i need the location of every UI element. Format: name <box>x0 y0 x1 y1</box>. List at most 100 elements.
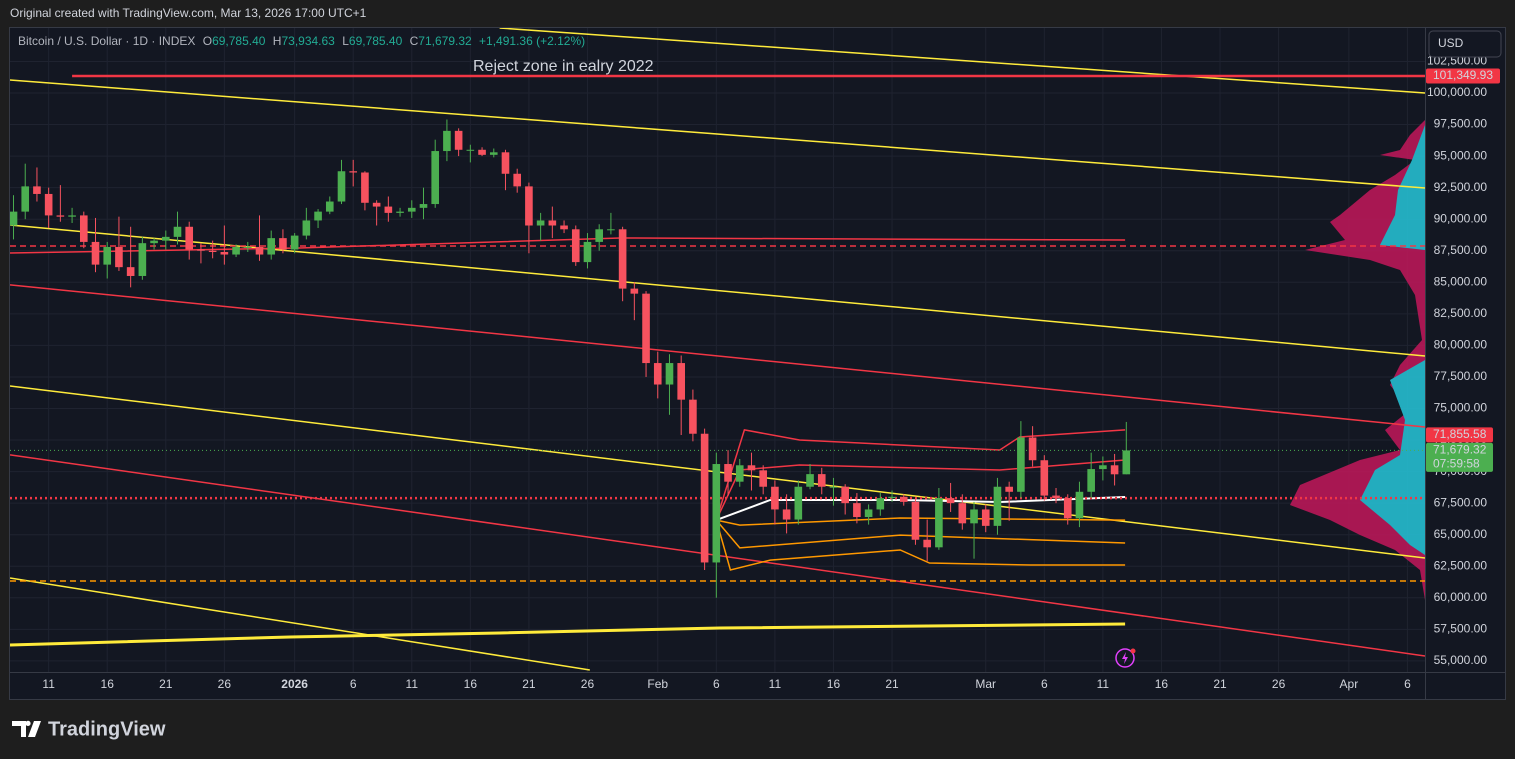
y-tick-label: 55,000.00 <box>1434 653 1488 667</box>
logo-mark <box>12 720 41 737</box>
x-tick-label: 16 <box>101 677 115 691</box>
candle-body <box>864 509 873 518</box>
candle-body <box>794 486 803 520</box>
x-tick-label: 16 <box>464 677 478 691</box>
candle-body <box>782 509 791 520</box>
candle-body <box>489 152 498 155</box>
x-tick-label: 21 <box>885 677 899 691</box>
candle-body <box>747 465 756 471</box>
candle-body <box>536 220 545 226</box>
candle-body <box>630 288 639 294</box>
x-tick-label: 16 <box>1155 677 1169 691</box>
candle-body <box>548 220 557 226</box>
candle-body <box>993 486 1002 526</box>
candle-body <box>735 465 744 482</box>
level-tag-label: 101,349.93 <box>1433 68 1493 82</box>
candle-body <box>677 363 685 400</box>
candle-body <box>79 215 88 242</box>
candle-body <box>1005 486 1013 492</box>
low-value: 69,785.40 <box>349 34 403 48</box>
overlay-line <box>10 224 1425 357</box>
candle-body <box>712 464 721 563</box>
x-tick-label: Feb <box>647 677 668 691</box>
x-tick-label: 26 <box>218 677 232 691</box>
alert-icon[interactable] <box>1115 648 1135 668</box>
candle-body <box>560 225 568 230</box>
candle-body <box>853 503 861 518</box>
candle-body <box>571 229 580 263</box>
y-tick-label: 100,000.00 <box>1427 85 1487 99</box>
annotation: Reject zone in ealry 2022 <box>473 58 654 75</box>
x-tick-label: 11 <box>406 677 419 691</box>
y-tick-label: 60,000.00 <box>1434 590 1488 604</box>
x-tick-label: 6 <box>713 677 720 691</box>
legend: Bitcoin / U.S. Dollar · 1D · INDEX O 69,7… <box>18 34 585 48</box>
candle-body <box>771 486 779 510</box>
close-key: C <box>410 34 419 48</box>
candle-body <box>607 229 615 231</box>
candle-body <box>1052 495 1060 499</box>
candle-body <box>161 236 170 241</box>
candle-body <box>302 220 311 236</box>
overlay-line <box>716 517 1126 526</box>
candle-body <box>618 229 627 289</box>
candle-body <box>1017 437 1025 492</box>
candle-body <box>384 206 393 213</box>
candle-body <box>513 173 522 187</box>
candle-body <box>314 211 322 221</box>
currency-button[interactable] <box>1428 30 1502 58</box>
x-tick-label: 11 <box>1097 677 1110 691</box>
axes: 55,000.00 57,500.00 60,000.00 62,500.00 65,0… <box>42 54 1500 691</box>
candle-body <box>279 238 287 250</box>
low-key: L <box>342 34 349 48</box>
candle-body <box>1063 498 1072 519</box>
candle-body <box>443 130 451 152</box>
candle-body <box>103 246 112 265</box>
level-tag <box>1426 68 1500 84</box>
candle-body <box>337 171 346 202</box>
open-key: O <box>203 34 212 48</box>
x-tick-label: Mar <box>975 677 996 691</box>
close-value: 71,679.32 <box>418 34 472 48</box>
y-tick-label: 92,500.00 <box>1434 180 1488 194</box>
x-tick-label: 2026 <box>281 677 308 691</box>
candle-body <box>56 215 65 217</box>
change: +1,491.36 (+2.12%) <box>479 34 585 48</box>
candle-body <box>150 240 158 244</box>
y-tick-label: 62,500.00 <box>1434 558 1488 572</box>
y-tick-label: 97,500.00 <box>1434 117 1488 131</box>
overlay-line <box>10 284 1425 428</box>
x-tick-label: 6 <box>1404 677 1411 691</box>
y-tick-label: 85,000.00 <box>1434 274 1488 288</box>
credit: Original created with TradingView.com, M… <box>10 6 367 20</box>
y-tick-label: 75,000.00 <box>1434 401 1488 415</box>
candle-body <box>653 363 662 385</box>
candle-body <box>197 249 205 251</box>
x-tick-label: 26 <box>581 677 595 691</box>
x-tick-label: 21 <box>1213 677 1227 691</box>
y-tick-label: 65,000.00 <box>1434 527 1488 541</box>
candle-body <box>759 470 767 487</box>
x-tick-label: 6 <box>1041 677 1048 691</box>
candle-body <box>970 509 978 524</box>
candle-body <box>946 498 955 504</box>
candle-body <box>138 243 147 276</box>
symbol: Bitcoin / U.S. Dollar · 1D · INDEX <box>18 34 195 48</box>
candle-body <box>829 486 838 488</box>
x-tick-label: 21 <box>522 677 536 691</box>
candle-body <box>595 229 603 242</box>
candle-body <box>876 498 885 510</box>
candle-body <box>1087 469 1095 492</box>
x-tick-label: Apr <box>1340 677 1359 691</box>
candle-body <box>44 193 53 216</box>
price-tag-label: 71,679.32 <box>1433 443 1487 457</box>
candle-body <box>478 149 486 155</box>
overlay-line <box>10 622 1126 647</box>
candle-body <box>361 172 369 203</box>
high-value: 73,934.63 <box>281 34 335 48</box>
candle-body <box>21 186 30 212</box>
candle-body <box>1110 465 1119 475</box>
currency[interactable]: USD <box>1438 36 1464 50</box>
y-tick-label: 90,000.00 <box>1434 211 1488 225</box>
logo-text: TradingView <box>48 718 166 740</box>
